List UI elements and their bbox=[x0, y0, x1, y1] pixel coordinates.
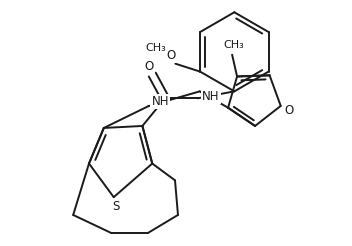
Text: O: O bbox=[167, 49, 176, 62]
Text: O: O bbox=[145, 60, 154, 73]
Text: O: O bbox=[284, 104, 293, 117]
Text: NH: NH bbox=[151, 95, 169, 108]
Text: NH: NH bbox=[202, 90, 219, 103]
Text: S: S bbox=[112, 200, 119, 213]
Text: CH₃: CH₃ bbox=[145, 43, 166, 53]
Text: CH₃: CH₃ bbox=[224, 40, 245, 50]
